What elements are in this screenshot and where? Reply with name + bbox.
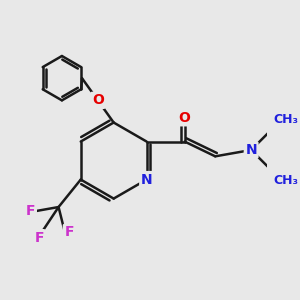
Text: F: F <box>34 231 44 245</box>
Text: N: N <box>141 172 152 187</box>
Text: O: O <box>92 93 104 107</box>
Text: CH₃: CH₃ <box>274 174 299 187</box>
Text: CH₃: CH₃ <box>274 113 299 126</box>
Text: F: F <box>64 225 74 239</box>
Text: N: N <box>245 143 257 157</box>
Text: F: F <box>26 204 35 218</box>
Text: O: O <box>179 111 190 125</box>
